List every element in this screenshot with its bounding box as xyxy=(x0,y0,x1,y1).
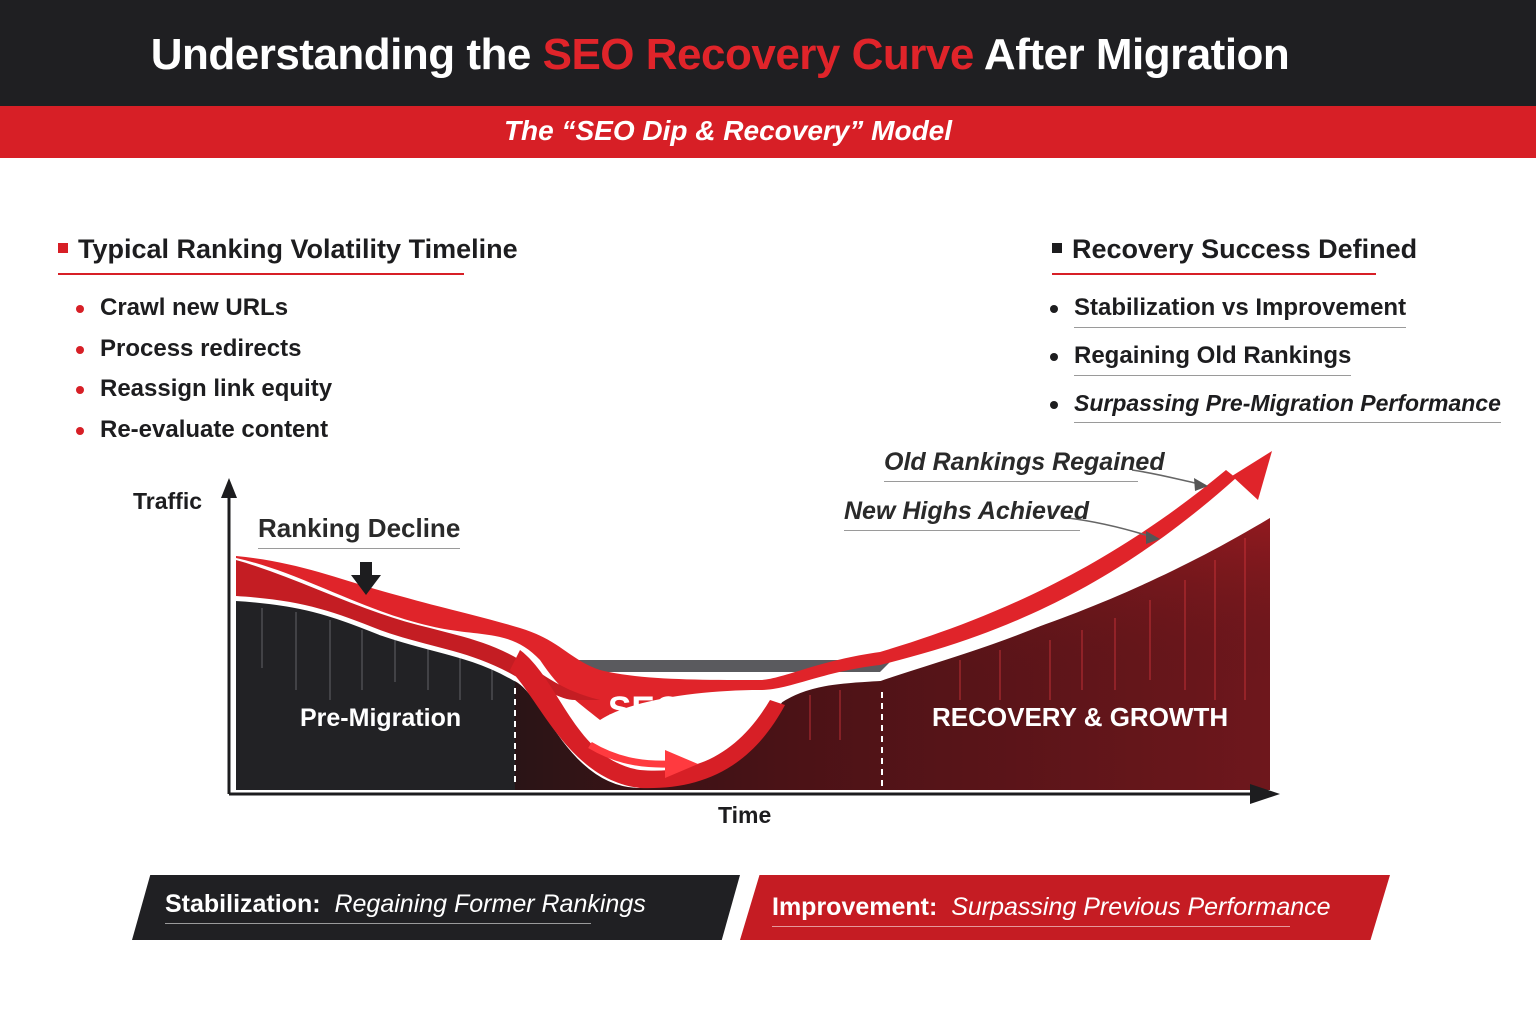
list-item: Stabilization vs Improvement xyxy=(1048,294,1501,328)
list-item-text: Process redirects xyxy=(100,334,302,362)
old-rankings-label: Old Rankings Regained xyxy=(884,448,1165,482)
list-item-text: Stabilization vs Improvement xyxy=(1074,294,1407,328)
success-list: Stabilization vs Improvement Regaining O… xyxy=(1048,294,1501,437)
stripes xyxy=(261,608,493,700)
new-highs-label: New Highs Achieved xyxy=(844,497,1089,531)
dip-arrow-head-icon xyxy=(665,750,698,778)
bullet-icon xyxy=(76,305,84,313)
phase-recovery-growth: RECOVERY & GROWTH xyxy=(932,702,1229,732)
list-item-text: Reassign link equity xyxy=(100,375,333,402)
dip-arrow-icon xyxy=(588,741,671,768)
stabilization-text: Stabilization: Regaining Former Rankings xyxy=(165,890,646,924)
red-ribbon xyxy=(236,470,1236,720)
bullet-icon xyxy=(76,345,84,354)
list-item: Reassign link equity xyxy=(74,375,332,416)
list-item-text: Crawl new URLs xyxy=(100,294,289,321)
pointer-head-icon xyxy=(1194,478,1208,491)
title-bar xyxy=(0,0,1536,106)
dip-ribbon xyxy=(510,650,785,789)
page-title: Understanding the SEO Recovery Curve Aft… xyxy=(0,30,1440,80)
black-square-icon xyxy=(1052,242,1062,253)
x-axis-label: Time xyxy=(718,802,772,828)
improvement-label: Improvement: xyxy=(772,893,938,921)
growth-area-glow xyxy=(780,518,1270,790)
bullet-icon xyxy=(76,426,84,435)
list-item: Regaining Old Rankings xyxy=(1048,342,1501,376)
y-axis-label: Traffic xyxy=(133,488,203,514)
x-axis-arrow-icon xyxy=(1250,784,1280,804)
pre-migration-area xyxy=(236,600,515,790)
volatility-list: Crawl new URLs Process redirects Reassig… xyxy=(74,294,332,456)
left-heading-text: Typical Ranking Volatility Timeline xyxy=(78,234,518,264)
improvement-banner xyxy=(740,875,1390,940)
growth-stripes xyxy=(809,538,1246,740)
list-item-text: Regaining Old Rankings xyxy=(1074,342,1352,376)
stabilization-desc: Regaining Former Rankings xyxy=(334,890,646,918)
title-start: Understanding the xyxy=(150,30,543,79)
right-heading-text: Recovery Success Defined xyxy=(1072,234,1418,264)
y-axis-arrow-icon xyxy=(221,478,237,498)
list-item: Crawl new URLs xyxy=(74,294,332,335)
ranking-decline-label: Ranking Decline xyxy=(258,513,461,549)
down-arrow-icon xyxy=(351,562,381,595)
subtitle-bar xyxy=(0,106,1536,158)
stabilization-label: Stabilization: xyxy=(165,890,321,918)
bullet-icon xyxy=(76,386,84,394)
bullet-icon xyxy=(1050,401,1058,409)
growth-arrow-icon xyxy=(1232,451,1272,500)
right-panel-heading: Recovery Success Defined xyxy=(1052,234,1417,275)
red-square-icon xyxy=(58,242,68,253)
title-accent: SEO Recovery Curve xyxy=(542,30,975,79)
improvement-desc: Surpassing Previous Performance xyxy=(951,893,1331,921)
bullet-icon xyxy=(1050,305,1058,313)
list-item-text: Re-evaluate content xyxy=(100,415,329,443)
title-end: After Migration xyxy=(973,30,1290,79)
page-subtitle: The “SEO Dip & Recovery” Model xyxy=(503,115,953,146)
list-item: Re-evaluate content xyxy=(74,416,332,457)
pointer-head-icon xyxy=(1146,531,1160,544)
list-item: Process redirects xyxy=(74,335,332,376)
list-item: Surpassing Pre-Migration Performance xyxy=(1048,390,1501,423)
stabilization-banner xyxy=(132,875,740,940)
bullet-icon xyxy=(1050,353,1058,361)
red-ribbon-lower xyxy=(236,560,600,700)
phase-pre-migration: Pre-Migration xyxy=(300,704,462,732)
improvement-text: Improvement: Surpassing Previous Perform… xyxy=(772,893,1331,927)
left-panel-heading: Typical Ranking Volatility Timeline xyxy=(58,234,518,275)
list-item-text: Surpassing Pre-Migration Performance xyxy=(1074,390,1501,423)
phase-seo-dip: SEO DIP xyxy=(608,690,750,729)
